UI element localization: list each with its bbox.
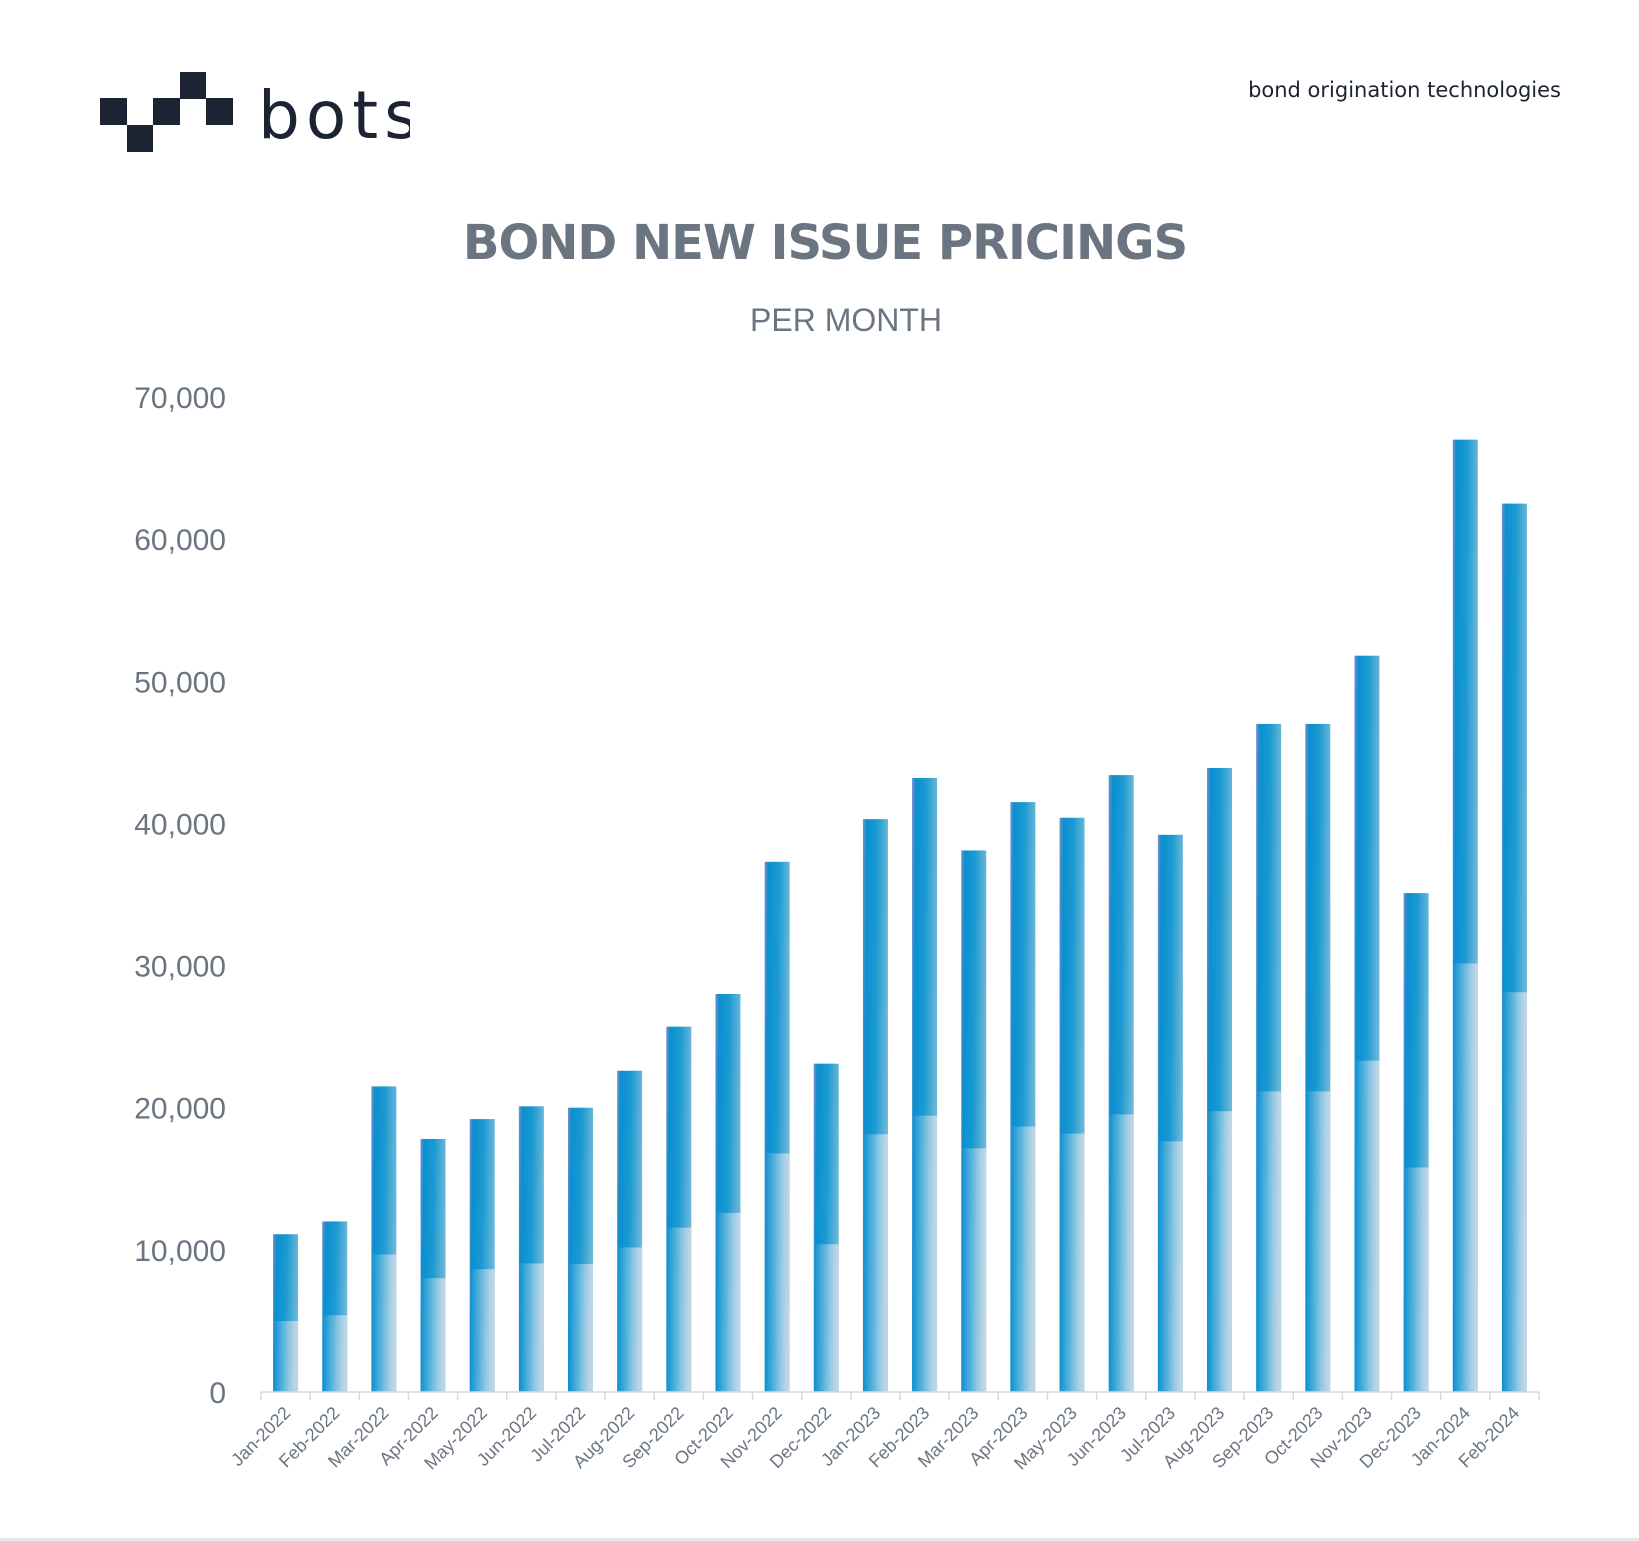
bar: [322, 1221, 348, 1392]
y-tick-label: 30,000: [134, 951, 226, 984]
bar: [1501, 503, 1527, 1392]
bar: [1010, 802, 1036, 1392]
y-tick-label: 50,000: [134, 666, 226, 699]
bar: [1059, 817, 1085, 1392]
y-tick-label: 0: [209, 1377, 226, 1410]
chart-subtitle: PER MONTH: [750, 302, 942, 338]
chart-title: BOND NEW ISSUE PRICINGS: [462, 215, 1188, 271]
bar: [961, 850, 987, 1392]
logo-text: bots: [258, 77, 410, 154]
footer-divider: [0, 1538, 1639, 1541]
bar: [469, 1119, 495, 1392]
bar: [813, 1063, 839, 1392]
bar: [862, 819, 888, 1392]
bar: [617, 1070, 643, 1392]
bar: [273, 1234, 299, 1392]
bar: [1157, 834, 1183, 1392]
bots-logo: bots: [100, 72, 410, 154]
bar: [912, 777, 938, 1392]
bar: [1403, 893, 1429, 1392]
tagline: bond origination technologies: [1248, 78, 1561, 102]
bar: [1256, 723, 1282, 1392]
bar: [666, 1026, 692, 1392]
bar: [1207, 767, 1232, 1392]
y-tick-label: 60,000: [134, 524, 226, 557]
bar: [715, 994, 741, 1392]
bar: [764, 861, 790, 1392]
y-tick-label: 70,000: [134, 382, 226, 415]
bar: [420, 1138, 446, 1392]
bar: [1305, 723, 1331, 1392]
bar: [1354, 655, 1380, 1392]
bar: [1452, 439, 1478, 1393]
y-tick-label: 40,000: [134, 808, 226, 841]
logo-mark-icon: [100, 72, 233, 152]
bar: [518, 1106, 544, 1392]
bar: [1108, 775, 1134, 1392]
y-tick-label: 10,000: [134, 1235, 226, 1268]
bar: [568, 1107, 593, 1392]
y-tick-label: 20,000: [134, 1093, 226, 1126]
bar: [371, 1086, 397, 1392]
